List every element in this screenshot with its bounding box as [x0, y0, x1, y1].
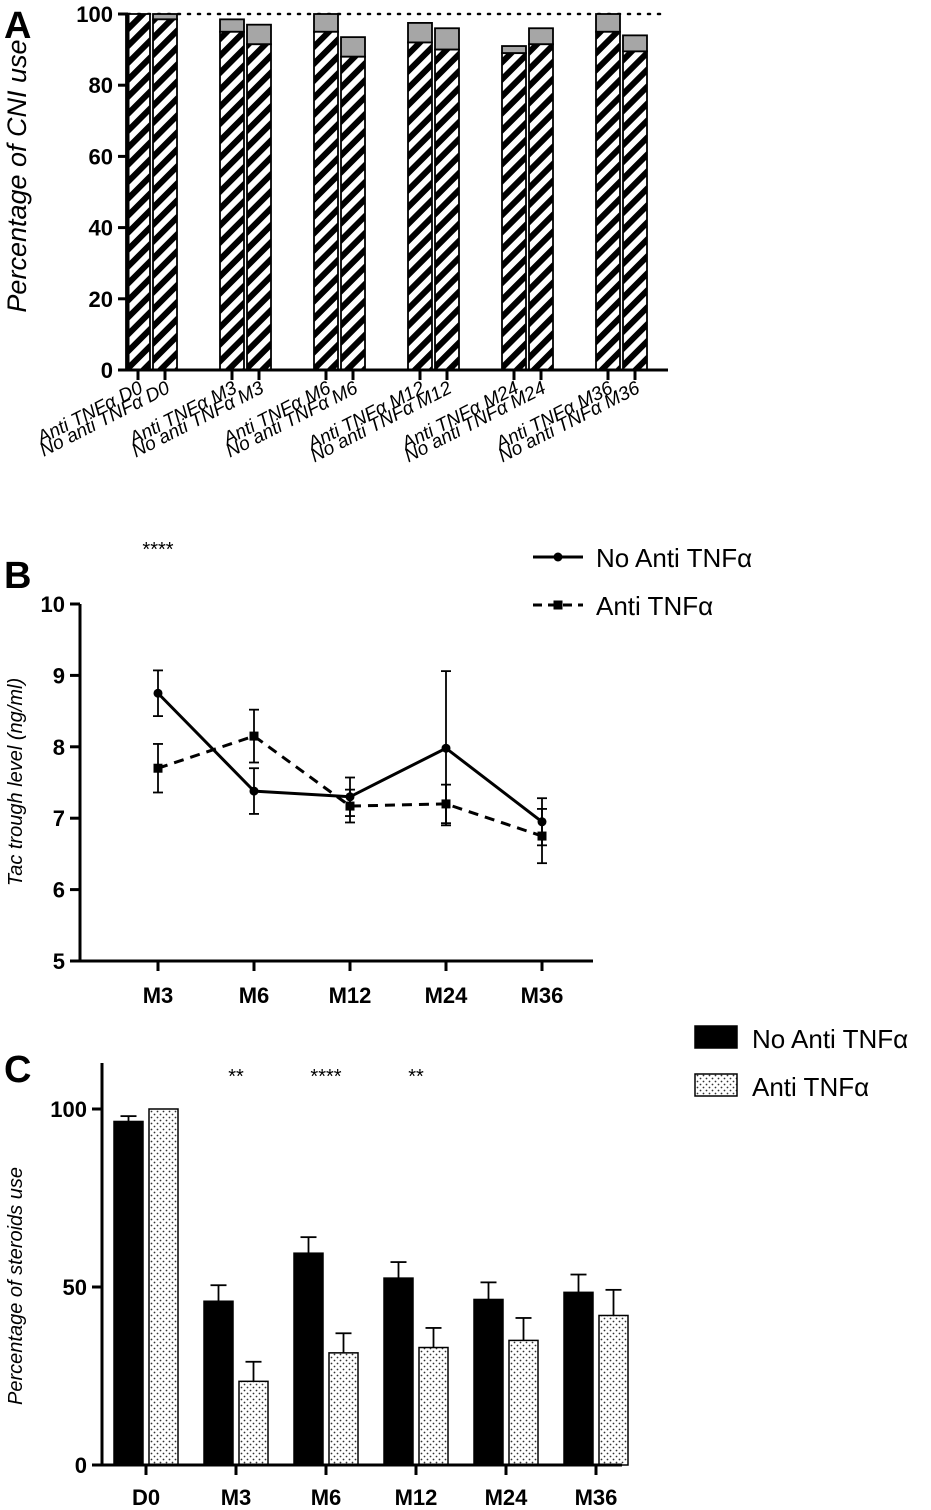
legend-swatch-no-anti-tnf [694, 1025, 738, 1049]
panel-c-bar-no-anti-tnf [563, 1291, 594, 1466]
panel-c-significance-label: ** [408, 1066, 424, 1088]
panel-b-series-line-anti-tnf [157, 734, 543, 838]
panel-c-bar-anti-tnf [598, 1314, 629, 1466]
panel-a-bar-hatched [622, 50, 648, 371]
panel-b-point-anti-tnf [441, 799, 451, 809]
panel-b-x-tick-label: M24 [425, 983, 469, 1008]
panel-b-x-tick-label: M36 [521, 983, 564, 1008]
panel-c-bar-no-anti-tnf [113, 1120, 144, 1466]
panel-b-x-tick-label: M6 [239, 983, 270, 1008]
panel-c-bar-no-anti-tnf [293, 1252, 324, 1466]
panel-c-bar-anti-tnf [328, 1352, 359, 1466]
panel-c-bar-anti-tnf [508, 1339, 539, 1466]
legend-label-anti-tnf: Anti TNFα [596, 591, 713, 621]
panel-a-bar-hatched [528, 43, 554, 371]
panel-b-legend: No Anti TNFα Anti TNFα [533, 543, 752, 621]
panel-a-bar-hatched [434, 48, 460, 371]
panel-a-bar-gray [340, 36, 366, 58]
panel-c-legend: No Anti TNFα Anti TNFα [694, 1024, 908, 1102]
panel-b-point-anti-tnf [537, 831, 547, 841]
panel-a-bar-gray [246, 23, 272, 46]
panel-c: C Percentage of steroids use 0 50 100 D0 M3 M… [4, 1024, 908, 1510]
panel-a: A Percentage of CNI use 020406080100Anti… [2, 2, 670, 467]
panel-a-bar-hatched [595, 30, 621, 371]
panel-a-letter: A [4, 5, 31, 47]
panel-b-point-no-anti-tnf [441, 743, 451, 753]
panel-b-point-no-anti-tnf [249, 786, 259, 796]
panel-a-y-tick-label: 100 [76, 2, 113, 27]
panel-c-x-tick-label: D0 [132, 1485, 160, 1510]
panel-a-y-tick-label: 20 [89, 287, 113, 312]
panel-a-bar-gray [407, 21, 433, 44]
panel-c-y-tick-label: 0 [75, 1453, 87, 1478]
panel-b-y-tick-label: 10 [41, 592, 65, 617]
panel-c-letter: C [4, 1049, 31, 1091]
panel-a-bar-hatched [407, 41, 433, 371]
panel-c-y-axis-label: Percentage of steroids use [5, 1167, 27, 1405]
panel-a-bar-hatched [246, 43, 272, 371]
panel-a-bar-gray [501, 45, 527, 55]
panel-b-y-tick-label: 9 [53, 663, 65, 688]
panel-c-significance-label: ** [228, 1066, 244, 1088]
panel-b-point-anti-tnf [153, 763, 163, 773]
panel-b-x-tick-label: M3 [143, 983, 174, 1008]
panel-b-y-tick-label: 6 [53, 878, 65, 903]
panel-b-y-axis-label: Tac trough level (ng/ml) [5, 678, 27, 886]
panel-b-y-tick-label: 5 [53, 949, 65, 974]
panel-a-bar-hatched [313, 30, 339, 371]
panel-a-bar-hatched [125, 13, 151, 371]
legend-label-anti-tnf: Anti TNFα [752, 1072, 869, 1102]
panel-b: B Tac trough level (ng/ml) 5 6 7 8 9 10 M3 M6 M1… [4, 539, 752, 1008]
panel-a-bar-hatched [501, 52, 527, 371]
panel-b-point-anti-tnf [345, 801, 355, 811]
panel-b-point-no-anti-tnf [153, 688, 163, 698]
panel-a-bar-hatched [219, 30, 245, 371]
legend-swatch-anti-tnf [694, 1073, 738, 1097]
panel-a-bar-gray [313, 13, 339, 33]
panel-c-bar-anti-tnf [238, 1380, 269, 1466]
panel-a-y-tick-label: 40 [89, 216, 113, 241]
panel-a-y-tick-label: 80 [89, 73, 113, 98]
legend-label-no-anti-tnf: No Anti TNFα [752, 1024, 908, 1054]
panel-b-letter: B [4, 555, 31, 597]
panel-a-bar-hatched [152, 18, 178, 371]
panel-a-bar-gray [528, 27, 554, 46]
panel-c-significance-label: **** [310, 1066, 341, 1088]
panel-c-y-tick-label: 100 [50, 1097, 87, 1122]
legend-marker-anti-tnf [553, 600, 563, 610]
panel-c-bar-anti-tnf [148, 1108, 179, 1466]
panel-b-y-tick-label: 8 [53, 735, 65, 760]
panel-a-y-axis-label: Percentage of CNI use [2, 39, 32, 312]
panel-c-bar-no-anti-tnf [383, 1277, 414, 1466]
panel-c-x-tick-label: M36 [575, 1485, 618, 1510]
panel-c-bar-no-anti-tnf [203, 1300, 234, 1466]
panel-a-bar-gray [595, 13, 621, 33]
panel-c-x-tick-label: M12 [395, 1485, 438, 1510]
panel-b-significance-label: **** [142, 539, 173, 561]
legend-marker-no-anti-tnf [553, 552, 563, 562]
panel-c-bar-anti-tnf [418, 1346, 449, 1466]
panel-a-bar-hatched [340, 55, 366, 371]
panel-b-y-tick-label: 7 [53, 806, 65, 831]
panel-a-y-tick-label: 0 [101, 358, 113, 383]
panel-a-y-tick-label: 60 [89, 144, 113, 169]
panel-b-x-tick-label: M12 [329, 983, 372, 1008]
legend-label-no-anti-tnf: No Anti TNFα [596, 543, 752, 573]
panel-a-bar-gray [622, 34, 648, 53]
panel-c-x-tick-label: M24 [485, 1485, 529, 1510]
panel-c-y-tick-label: 50 [63, 1275, 87, 1300]
panel-c-x-tick-label: M3 [221, 1485, 252, 1510]
panel-c-bar-no-anti-tnf [473, 1298, 504, 1466]
panel-a-bar-gray [219, 18, 245, 33]
panel-b-point-anti-tnf [249, 731, 259, 741]
panel-a-bar-gray [434, 27, 460, 51]
panel-c-x-tick-label: M6 [311, 1485, 342, 1510]
